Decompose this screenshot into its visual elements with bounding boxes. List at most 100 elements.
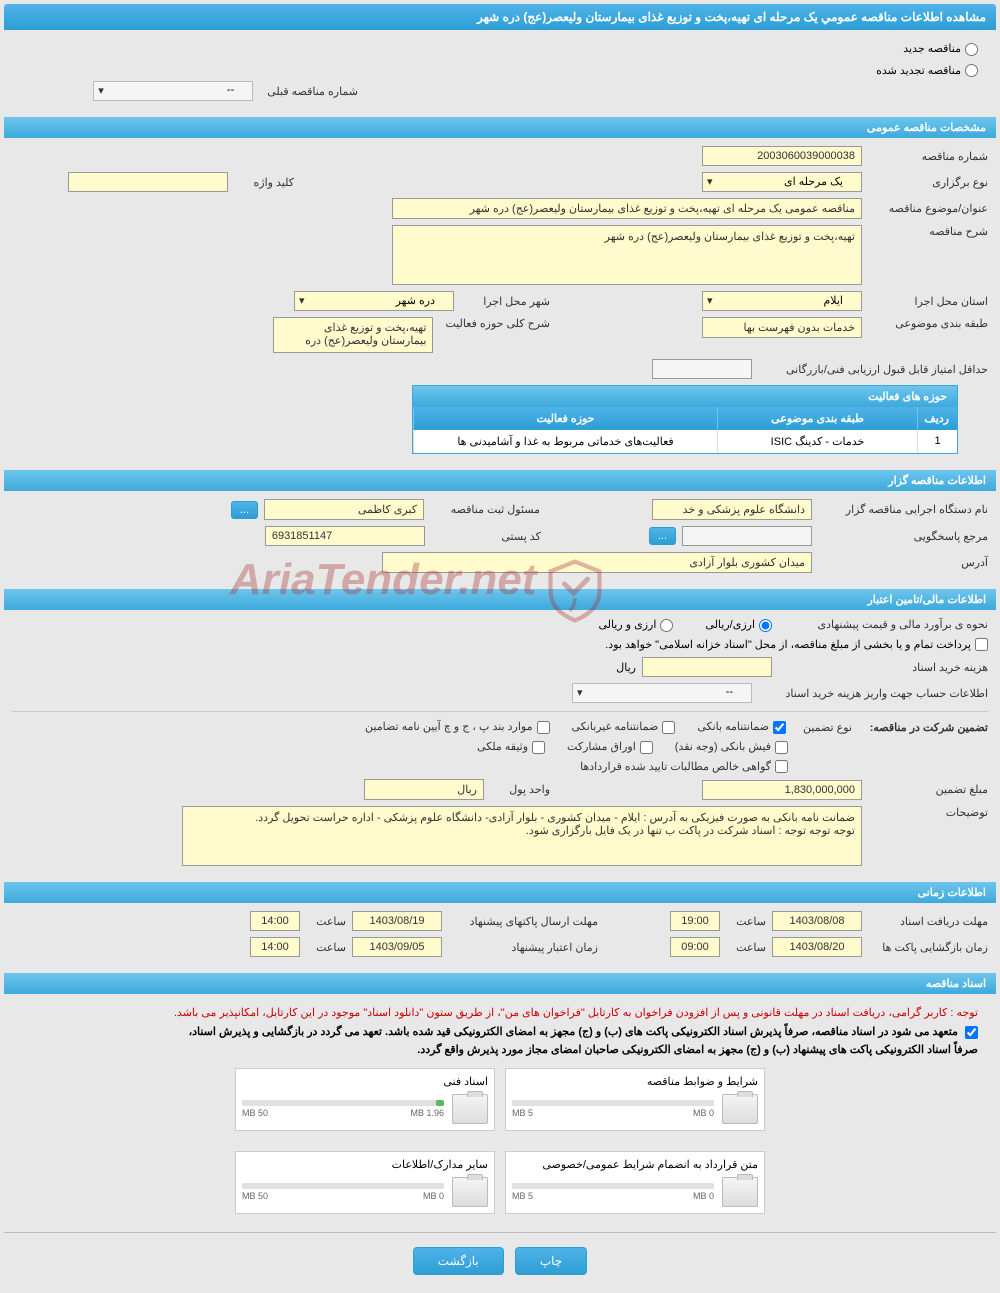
- tender-no-field: 2003060039000038: [702, 146, 862, 166]
- file-title: شرایط و ضوابط مناقصه: [512, 1075, 758, 1088]
- keyword-field[interactable]: [68, 172, 228, 192]
- commit-checkbox[interactable]: [965, 1026, 978, 1039]
- notes-label: توضیحات: [868, 806, 988, 819]
- financial-area: نحوه ی برآورد مالی و قیمت پیشنهادی ارزی/…: [4, 610, 996, 880]
- agency-label: نام دستگاه اجرایی مناقصه گزار: [818, 503, 988, 516]
- back-button[interactable]: بازگشت: [413, 1247, 504, 1275]
- unit-field: ریال: [364, 779, 484, 800]
- tender-mode-area: مناقصه جدید مناقصه تجدید شده شماره مناقص…: [4, 30, 996, 115]
- file-box-technical: اسناد فنی 1.96 MB50 MB: [235, 1068, 495, 1131]
- folder-icon: [722, 1177, 758, 1207]
- method-label: نحوه ی برآورد مالی و قیمت پیشنهادی: [778, 618, 988, 631]
- chk-clauses[interactable]: موارد بند پ ، ج و چ آیین نامه تضامین: [365, 720, 549, 734]
- category-label: طبقه بندی موضوعی: [868, 317, 988, 330]
- receive-date: 1403/08/08: [772, 911, 862, 931]
- min-score-field: [652, 359, 752, 379]
- activity-table-header: ردیف طبقه بندی موضوعی حوزه فعالیت: [413, 407, 957, 430]
- file-box-terms: شرایط و ضوابط مناقصه 0 MB5 MB: [505, 1068, 765, 1131]
- radio-new-label: مناقصه جدید: [903, 43, 961, 55]
- chk-cash[interactable]: فیش بانکی (وجه نقد): [675, 740, 788, 754]
- validity-time-label: ساعت: [306, 941, 346, 954]
- page-title: مشاهده اطلاعات مناقصه عمومي یک مرحله ای …: [4, 4, 996, 30]
- table-row: 1 خدمات - کدینگ ISIC فعالیت‌های خدماتی م…: [413, 430, 957, 453]
- desc-label: شرح مناقصه: [868, 225, 988, 238]
- contact-more-button[interactable]: ...: [649, 527, 676, 545]
- radio-currency-both[interactable]: ارزی و ریالی: [598, 618, 673, 632]
- type-select[interactable]: یک مرحله ای: [702, 172, 862, 192]
- general-area: شماره مناقصه 2003060039000038 نوع برگزار…: [4, 138, 996, 468]
- min-score-label: حداقل امتیاز قابل قبول ارزیابی فنی/بازرگ…: [758, 363, 988, 376]
- submit-time: 14:00: [250, 911, 300, 931]
- submit-time-label: ساعت: [306, 915, 346, 928]
- registrar-more-button[interactable]: ...: [231, 501, 258, 519]
- keyword-label: کلید واژه: [234, 176, 294, 189]
- chk-nonbank[interactable]: ضمانتنامه غیربانکی: [572, 720, 676, 734]
- activity-table: حوزه های فعالیت ردیف طبقه بندی موضوعی حو…: [412, 385, 958, 454]
- section-timing: اطلاعات زمانی: [4, 882, 996, 903]
- address-label: آدرس: [818, 556, 988, 569]
- chk-property[interactable]: وثیقه ملکی: [477, 740, 545, 754]
- account-info-select[interactable]: --: [572, 683, 752, 703]
- type-label: نوع برگزاری: [868, 176, 988, 189]
- documents-area: توجه : کاربر گرامی، دریافت اسناد در مهلت…: [4, 994, 996, 1232]
- folder-icon: [452, 1177, 488, 1207]
- organizer-area: نام دستگاه اجرایی مناقصه گزار دانشگاه عل…: [4, 491, 996, 587]
- page-container: مشاهده اطلاعات مناقصه عمومي یک مرحله ای …: [0, 0, 1000, 1293]
- chk-bank[interactable]: ضمانتنامه بانکی: [697, 720, 786, 734]
- receive-time-label: ساعت: [726, 915, 766, 928]
- activity-table-title: حوزه های فعالیت: [413, 386, 957, 407]
- desc-field: تهیه،پخت و توزیع غذای بیمارستان ولیعصر(ع…: [392, 225, 862, 285]
- file-boxes-row1: شرایط و ضوابط مناقصه 0 MB5 MB اسناد فنی …: [12, 1058, 988, 1141]
- row-cat: خدمات - کدینگ ISIC: [717, 430, 917, 453]
- validity-label: زمان اعتبار پیشنهاد: [448, 941, 598, 954]
- file-title: اسناد فنی: [242, 1075, 488, 1088]
- address-field: میدان کشوری بلوار آزادی: [382, 552, 812, 573]
- section-financial: اطلاعات مالی/تامین اعتبار: [4, 589, 996, 610]
- province-label: استان محل اجرا: [868, 295, 988, 308]
- radio-currency-rial[interactable]: ارزی/ریالی: [705, 618, 772, 632]
- validity-time: 14:00: [250, 937, 300, 957]
- activity-desc-field: تهیه،پخت و توزیع غذای بیمارستان ولیعصر(ع…: [273, 317, 433, 353]
- guarantee-label: تضمین شرکت در مناقصه:: [858, 721, 988, 734]
- guarantee-type-label: نوع تضمین: [792, 721, 852, 734]
- treasury-checkbox[interactable]: پرداخت تمام و یا بخشی از مبلغ مناقصه، از…: [605, 638, 988, 652]
- submit-date: 1403/08/19: [352, 911, 442, 931]
- open-date: 1403/08/20: [772, 937, 862, 957]
- chk-receivables[interactable]: گواهی خالص مطالبات تایید شده قراردادها: [580, 760, 788, 774]
- row-act: فعالیت‌های خدماتی مربوط به غذا و آشامیدن…: [413, 430, 717, 453]
- category-field: خدمات بدون فهرست بها: [702, 317, 862, 338]
- file-title: متن قرارداد به انضمام شرایط عمومی/خصوصی: [512, 1158, 758, 1171]
- file-box-other: سایر مدارک/اطلاعات 0 MB50 MB: [235, 1151, 495, 1214]
- section-general: مشخصات مناقصه عمومی: [4, 117, 996, 138]
- doc-fee-field[interactable]: [642, 657, 772, 677]
- radio-renewed-tender[interactable]: مناقصه تجدید شده: [876, 65, 978, 77]
- prev-tender-select[interactable]: --: [93, 81, 253, 101]
- province-select[interactable]: ایلام: [702, 291, 862, 311]
- radio-new-tender[interactable]: مناقصه جدید: [903, 43, 978, 55]
- radio-renewed-label: مناقصه تجدید شده: [876, 65, 961, 77]
- col-num-header: ردیف: [917, 407, 957, 430]
- timing-area: مهلت دریافت اسناد 1403/08/08 ساعت 19:00 …: [4, 903, 996, 971]
- contact-field: [682, 526, 812, 546]
- row-num: 1: [917, 430, 957, 453]
- postal-label: کد پستی: [431, 530, 541, 543]
- section-organizer: اطلاعات مناقصه گزار: [4, 470, 996, 491]
- registrar-label: مسئول ثبت مناقصه: [430, 503, 540, 516]
- title-field: مناقصه عمومی یک مرحله ای تهیه،پخت و توزی…: [392, 198, 862, 219]
- footer-buttons: چاپ بازگشت: [4, 1233, 996, 1289]
- chk-bonds[interactable]: اوراق مشارکت: [567, 740, 653, 754]
- amount-label: مبلغ تضمین: [868, 783, 988, 796]
- print-button[interactable]: چاپ: [515, 1247, 587, 1275]
- amount-field: 1,830,000,000: [702, 780, 862, 800]
- activity-desc-label: شرح کلی حوزه فعالیت: [439, 317, 550, 330]
- prev-tender-label: شماره مناقصه قبلی: [259, 85, 358, 98]
- city-label: شهر محل اجرا: [460, 295, 550, 308]
- notes-field: ضمانت نامه بانکی به صورت فیزیکی به آدرس …: [182, 806, 862, 866]
- folder-icon: [452, 1094, 488, 1124]
- open-label: زمان بازگشایی پاکت ها: [868, 941, 988, 954]
- notice-b2: صرفاً اسناد الکترونیکی پاکت های پیشنهاد …: [12, 1041, 988, 1058]
- city-select[interactable]: دره شهر: [294, 291, 454, 311]
- open-time-label: ساعت: [726, 941, 766, 954]
- submit-label: مهلت ارسال پاکتهای پیشنهاد: [448, 915, 598, 928]
- validity-date: 1403/09/05: [352, 937, 442, 957]
